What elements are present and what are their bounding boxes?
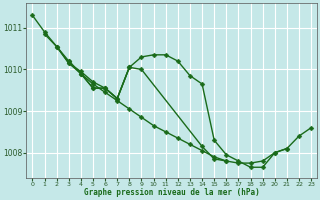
X-axis label: Graphe pression niveau de la mer (hPa): Graphe pression niveau de la mer (hPa) [84,188,260,197]
